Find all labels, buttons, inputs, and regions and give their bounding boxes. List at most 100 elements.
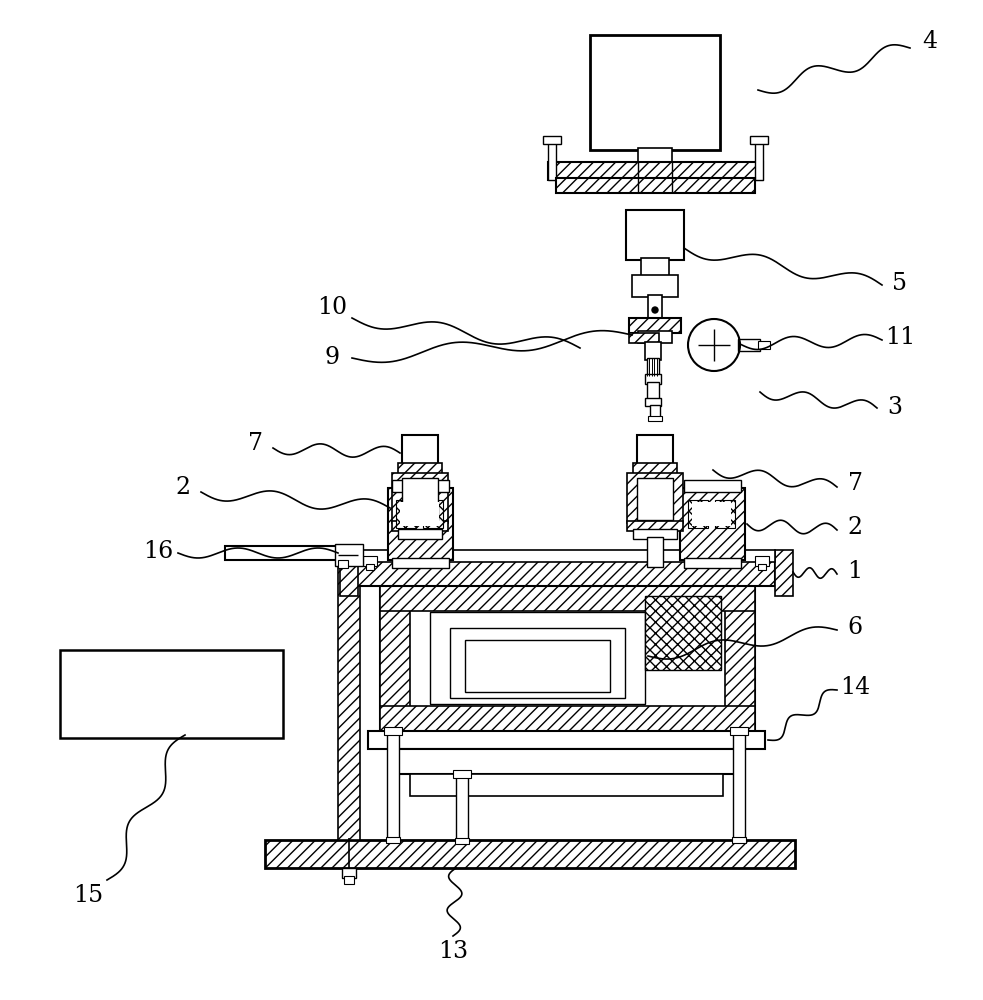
- Bar: [758, 341, 770, 349]
- Text: 10: 10: [317, 296, 347, 320]
- Bar: [402, 478, 438, 520]
- Bar: [730, 727, 748, 735]
- Bar: [637, 478, 673, 520]
- Bar: [380, 586, 755, 611]
- Bar: [338, 560, 348, 568]
- Bar: [400, 502, 439, 526]
- Bar: [684, 558, 741, 568]
- Bar: [650, 405, 660, 417]
- Bar: [355, 558, 775, 586]
- Text: 16: 16: [143, 540, 173, 564]
- Bar: [755, 556, 769, 566]
- Bar: [335, 544, 363, 566]
- Bar: [340, 550, 358, 596]
- Text: 7: 7: [248, 432, 262, 454]
- Bar: [645, 398, 661, 406]
- Bar: [402, 435, 438, 465]
- Bar: [453, 770, 471, 778]
- Bar: [732, 837, 746, 843]
- Bar: [638, 148, 672, 168]
- Bar: [629, 333, 659, 343]
- Bar: [647, 382, 659, 400]
- Bar: [629, 318, 681, 333]
- Text: 4: 4: [922, 30, 938, 53]
- Bar: [638, 331, 672, 343]
- Bar: [733, 731, 745, 841]
- Bar: [392, 473, 448, 523]
- Bar: [392, 558, 449, 568]
- Bar: [225, 546, 341, 560]
- Bar: [465, 640, 610, 692]
- Bar: [430, 612, 645, 704]
- Bar: [342, 868, 356, 878]
- Bar: [645, 596, 721, 670]
- Bar: [398, 463, 442, 475]
- Text: 5: 5: [893, 271, 907, 294]
- Bar: [363, 556, 377, 566]
- Bar: [388, 488, 453, 560]
- Bar: [684, 480, 741, 492]
- Bar: [648, 295, 662, 320]
- Text: 6: 6: [847, 616, 862, 640]
- Bar: [265, 840, 795, 868]
- Bar: [715, 500, 735, 528]
- Text: 15: 15: [73, 884, 103, 906]
- Bar: [338, 552, 360, 840]
- Bar: [632, 275, 678, 297]
- Bar: [380, 586, 410, 731]
- Bar: [637, 435, 673, 465]
- Bar: [380, 586, 755, 731]
- Bar: [645, 342, 661, 360]
- Bar: [627, 473, 683, 523]
- Bar: [647, 537, 663, 567]
- Bar: [645, 374, 661, 384]
- Text: 14: 14: [839, 676, 870, 700]
- Bar: [626, 210, 684, 260]
- Bar: [344, 876, 354, 884]
- Bar: [396, 500, 416, 528]
- Bar: [368, 731, 765, 749]
- Text: 2: 2: [847, 516, 862, 540]
- Text: 2: 2: [175, 477, 191, 499]
- Bar: [398, 529, 442, 539]
- Bar: [390, 749, 743, 774]
- Text: 13: 13: [438, 940, 468, 964]
- Bar: [543, 136, 561, 144]
- Bar: [641, 258, 669, 278]
- Bar: [627, 521, 683, 531]
- Bar: [725, 586, 755, 731]
- Text: 1: 1: [847, 560, 862, 584]
- Bar: [455, 838, 469, 844]
- Text: 7: 7: [847, 472, 862, 494]
- Bar: [423, 500, 443, 528]
- Bar: [755, 140, 763, 180]
- Bar: [355, 550, 775, 562]
- Bar: [392, 480, 449, 492]
- Bar: [692, 502, 731, 526]
- Bar: [738, 339, 760, 351]
- Bar: [380, 706, 755, 731]
- Circle shape: [652, 307, 658, 313]
- Bar: [633, 529, 677, 539]
- Bar: [387, 731, 399, 841]
- Bar: [648, 416, 662, 421]
- Bar: [60, 650, 283, 738]
- Bar: [456, 774, 468, 840]
- Bar: [633, 463, 677, 475]
- Bar: [680, 488, 745, 560]
- Bar: [647, 358, 659, 376]
- Bar: [548, 140, 556, 180]
- Text: 3: 3: [888, 396, 902, 420]
- Bar: [556, 178, 755, 193]
- Bar: [392, 521, 448, 531]
- Bar: [384, 727, 402, 735]
- Bar: [410, 774, 723, 796]
- Bar: [386, 837, 400, 843]
- Bar: [450, 628, 625, 698]
- Bar: [758, 564, 766, 570]
- Text: 9: 9: [324, 347, 339, 369]
- Bar: [366, 564, 374, 570]
- Bar: [775, 550, 793, 596]
- Bar: [590, 35, 720, 150]
- Bar: [750, 136, 768, 144]
